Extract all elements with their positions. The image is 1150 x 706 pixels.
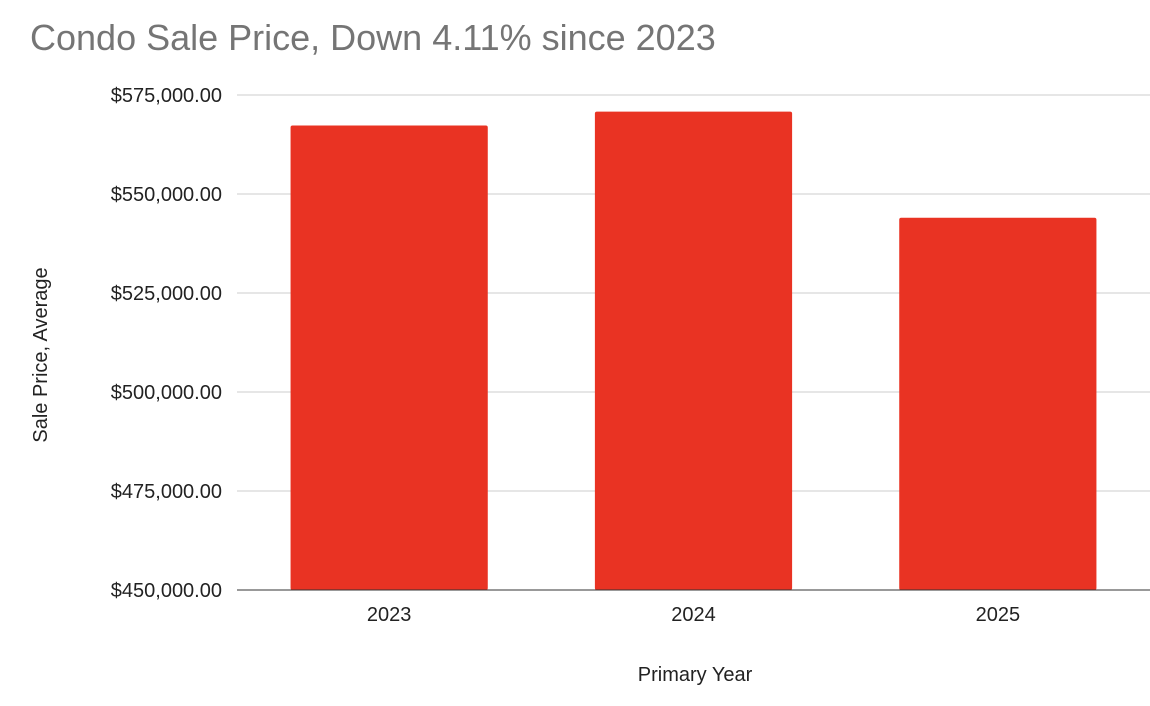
x-axis-title: Primary Year bbox=[638, 664, 753, 686]
x-tick-label: 2025 bbox=[976, 604, 1021, 626]
bar-2023 bbox=[290, 125, 488, 590]
y-tick-label: $575,000.00 bbox=[111, 85, 222, 107]
y-tick-label: $450,000.00 bbox=[111, 580, 222, 602]
bar-2024 bbox=[594, 111, 793, 590]
x-tick-label: 2023 bbox=[367, 604, 412, 626]
bars bbox=[290, 111, 1097, 590]
y-tick-label: $550,000.00 bbox=[111, 184, 222, 206]
x-axis-tick-labels: 2023 2024 2025 bbox=[367, 604, 1020, 626]
y-tick-label: $475,000.00 bbox=[111, 481, 222, 503]
y-axis-tick-labels: $450,000.00 $475,000.00 $500,000.00 $525,00… bbox=[111, 85, 222, 602]
chart-title: Condo Sale Price, Down 4.11% since 2023 bbox=[30, 17, 716, 58]
bar-2025 bbox=[899, 217, 1097, 590]
y-axis-title: Sale Price, Average bbox=[30, 267, 52, 442]
y-tick-label: $525,000.00 bbox=[111, 283, 222, 305]
x-tick-label: 2024 bbox=[671, 604, 716, 626]
y-tick-label: $500,000.00 bbox=[111, 382, 222, 404]
